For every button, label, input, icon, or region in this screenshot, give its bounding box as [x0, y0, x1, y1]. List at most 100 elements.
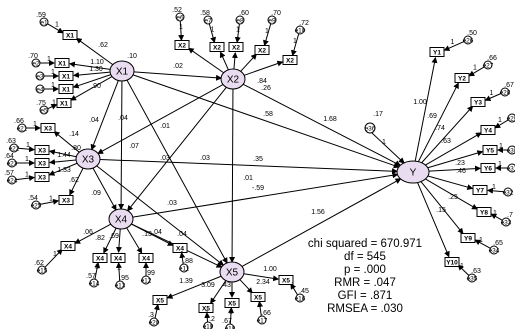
y-loading-6 [427, 175, 474, 190]
latent-y [396, 160, 430, 184]
x5-loading-coef-4: 1.39 [179, 278, 193, 285]
coef-x3-y: .35 [253, 156, 263, 163]
x4-loading-coef-4: .04 [152, 229, 162, 236]
x3-indicator-1 [34, 145, 50, 155]
x3-error-variance-4: .54 [28, 195, 38, 202]
x4-loading-1 [103, 227, 117, 254]
y-loading-coef-6: .25 [448, 194, 458, 201]
x3-fixed-one-3: 1 [25, 172, 29, 179]
y-indicator-6 [472, 185, 488, 195]
x3-fixed-one-2: 1 [25, 156, 29, 163]
x1-fixed-one-2: 1 [51, 69, 55, 76]
x1-error-label-1: e2 [32, 60, 40, 67]
x3-loading-1 [48, 149, 77, 158]
x3-error-label-0: e21 [17, 125, 28, 132]
y-error-label-3: e29 [507, 115, 515, 122]
covariance-x1-x4 [118, 75, 125, 211]
covariance-x3-x4 [87, 162, 117, 211]
x4-loading-coef-0: .06 [83, 229, 93, 236]
x1-loading-2 [72, 71, 111, 78]
y-fixed-one-9: 1 [460, 263, 464, 270]
x2-error-label-2: e8 [236, 17, 244, 24]
coef-x1-x5: .03 [160, 155, 170, 162]
x2-loading-3 [240, 53, 258, 72]
x3-indicator-label-4: X3 [62, 198, 70, 205]
x1-indicator-2 [58, 71, 74, 81]
x1-error-3 [35, 84, 45, 94]
x5-fixed-one-3: 1 [258, 302, 262, 309]
x5-error-label-4: e16 [295, 295, 306, 302]
x5-error-path-4 [290, 283, 298, 296]
x3-indicator-0 [40, 123, 56, 133]
latent-label-y: Y [410, 168, 417, 179]
x4-error-path-4 [179, 251, 186, 265]
x4-loading-0 [74, 223, 111, 244]
x3-loading-coef-2: 1.44 [57, 152, 71, 159]
x3-error-4 [31, 200, 41, 210]
latent-label-x5: X5 [226, 268, 239, 279]
y-indicator-label-4: Y5 [486, 148, 494, 155]
x3-error-label-4: e25 [31, 202, 42, 209]
y-error-path-6 [486, 187, 505, 194]
x4-error-path-0 [44, 248, 63, 268]
fit-statistics: chi squared = 670.971 df = 545 p = .000 … [300, 238, 430, 316]
x4-error-variance-2: .95 [119, 275, 129, 282]
x2-error-path-4 [291, 33, 300, 57]
coef-x1-var: .10 [127, 53, 137, 60]
x5-indicator-1 [198, 303, 214, 313]
path-x5-y [241, 178, 402, 267]
latent-x3 [75, 148, 101, 170]
x1-fixed-one-1: 1 [47, 56, 51, 63]
y-error-label-6: e32 [503, 189, 514, 196]
x4-error-path-1 [94, 261, 101, 280]
y-error-1 [483, 60, 493, 70]
y-loading-4 [427, 150, 484, 169]
y-error-variance-7: .7 [507, 212, 513, 219]
covariance-x1-x3 [90, 74, 123, 151]
y-indicator-label-2: Y3 [474, 100, 482, 107]
x2-loading-2 [231, 51, 238, 70]
x1-indicator-0 [62, 30, 78, 40]
x5-fixed-one-4: 1 [291, 282, 295, 289]
path-x2-y [242, 83, 402, 166]
x3-loading-coef-4: .62 [69, 177, 79, 184]
x4-indicator-4 [172, 243, 188, 253]
y-loading-coef-1: .69 [427, 113, 437, 120]
x1-error-label-3: e4 [36, 86, 44, 93]
x2-loading-coef-1: .26 [261, 85, 271, 92]
x5-indicator-3 [250, 292, 266, 302]
x5-error-3 [257, 315, 267, 325]
x2-error-1 [203, 15, 213, 25]
x3-loading-0 [53, 131, 80, 153]
y-indicator-label-6: Y7 [476, 188, 484, 195]
x1-loading-0 [75, 37, 114, 66]
x5-loading-coef-3: 3.09 [201, 282, 215, 289]
x1-loading-coef-0: .62 [98, 42, 108, 49]
y-error-variance-0: .50 [467, 30, 477, 37]
x2-indicator-label-1: X2 [213, 45, 221, 52]
x4-indicator-2 [110, 253, 126, 263]
x5-error-path-3 [257, 300, 264, 317]
x1-fixed-one-4: 1 [52, 100, 56, 107]
x1-loading-1 [68, 61, 111, 70]
x4-fixed-one-1: 1 [95, 264, 99, 271]
coef-x1-x2: .02 [173, 63, 183, 70]
y-error-0 [463, 35, 473, 45]
y-indicator-1 [454, 73, 470, 83]
x5-error-variance-2: .67 [222, 318, 232, 325]
y-error-8 [489, 245, 499, 255]
x1-error-label-2: e3 [36, 73, 44, 80]
y-error-path-0 [443, 40, 465, 51]
x5-error-variance-4: .45 [299, 288, 309, 295]
covariance-x1-x2 [128, 68, 223, 81]
x2-loading-1 [219, 51, 229, 70]
x1-loading-3 [72, 74, 111, 89]
x4-error-label-1: e14 [89, 280, 100, 287]
x4-error-variance-3: .99 [145, 270, 155, 277]
x1-error-label-0: e1 [40, 19, 48, 26]
coef-x2-x4: .07 [129, 143, 139, 150]
x2-indicator-1 [209, 42, 225, 52]
y-disturbance-fixed-one: 1 [382, 139, 386, 146]
x2-indicator-0 [174, 40, 190, 50]
coef-x3-x5: .03 [167, 200, 177, 207]
